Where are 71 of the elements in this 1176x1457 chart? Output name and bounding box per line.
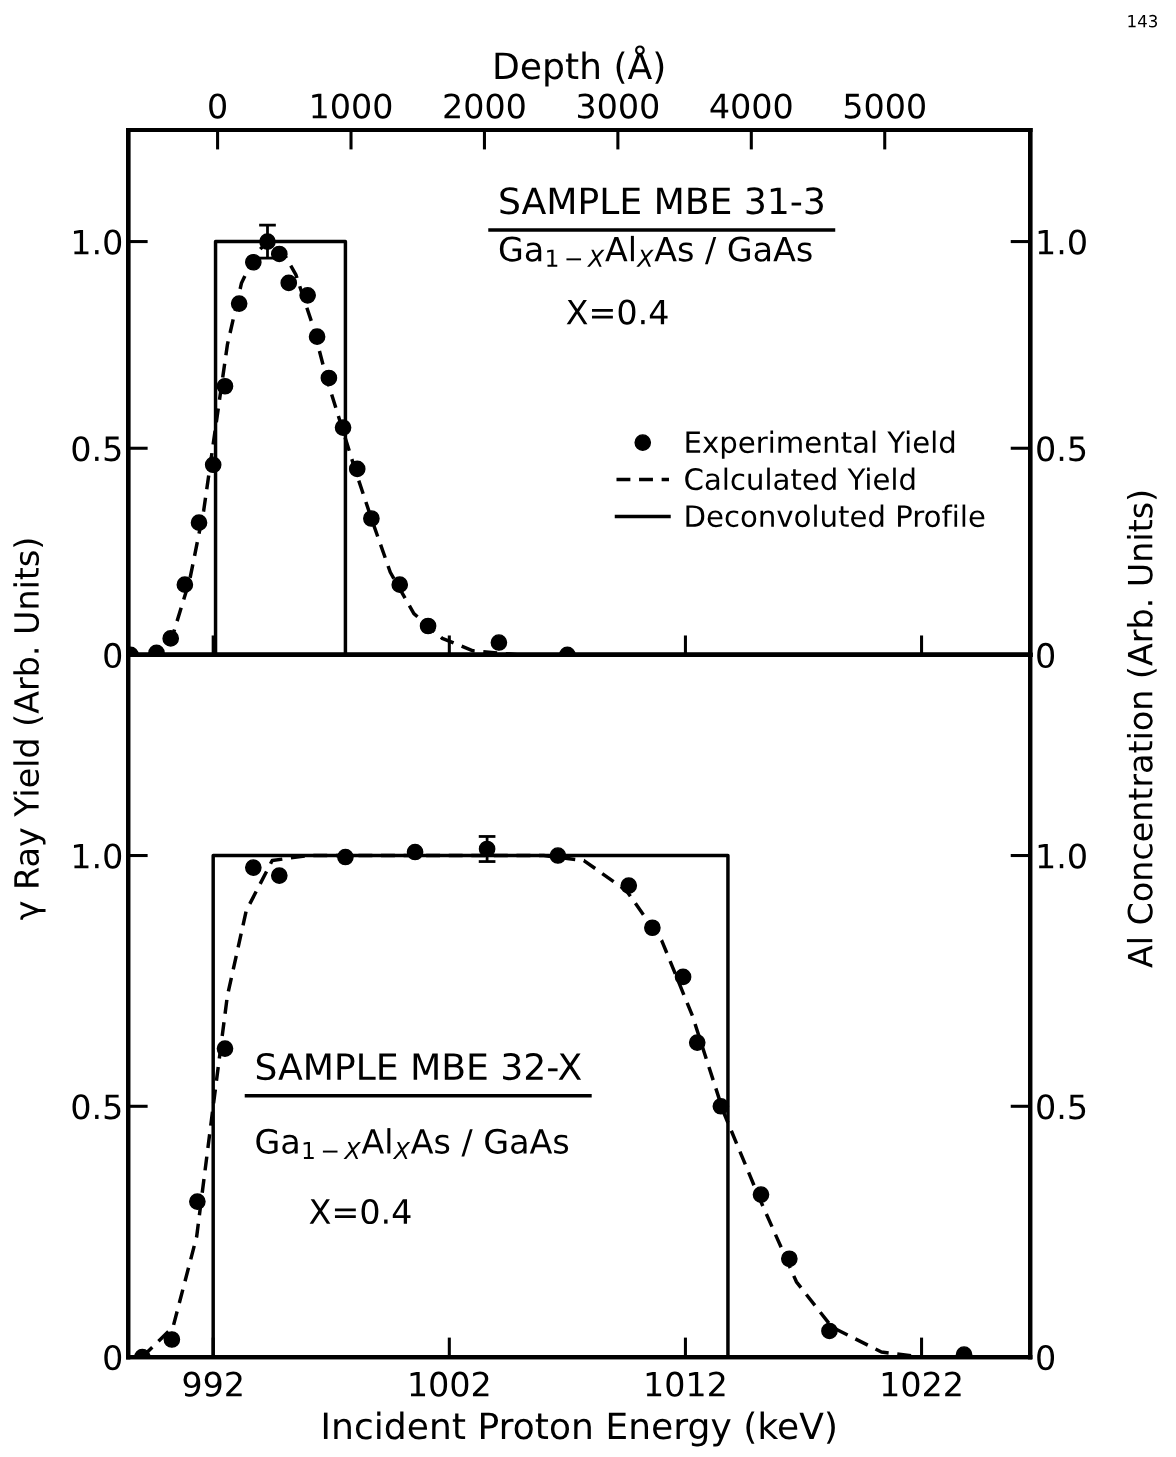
y-tick-label: 1.0 [73,229,122,255]
point [176,576,194,593]
point [190,514,208,531]
annotation: X=0.4 [309,1198,411,1225]
point [216,377,234,395]
point [348,460,366,478]
point [406,843,424,861]
y2-tick-label: 0 [1037,642,1055,669]
text: 143 [1128,14,1158,28]
point [620,877,638,894]
point [299,286,316,304]
point [163,1331,181,1348]
point [644,919,661,937]
point [334,419,352,436]
point [752,1186,770,1203]
y2-axis-title: Al Concentration (Arb. Units) [1126,491,1157,968]
point [320,369,338,387]
y-tick-label: 0 [104,642,122,669]
annotation: X=0.4 [566,299,668,325]
point [244,859,262,876]
x-axis-title: Incident Proton Energy (keV) [323,1411,835,1447]
point [419,617,437,635]
y2-tick-label: 1.0 [1038,843,1086,869]
point [230,295,248,312]
point [549,847,567,864]
y-tick-label: 0.5 [72,1094,121,1120]
x2-tick-label: 2000 [444,93,525,119]
point [259,233,276,250]
x2-tick-label: 1000 [312,93,392,119]
legend-label: Experimental Yield [686,430,955,459]
point [821,1322,838,1340]
point [189,1193,206,1210]
annotation: SAMPLE MBE 31-3 [500,187,823,215]
y2-tick-label: 0 [1037,1344,1055,1371]
point [490,634,508,651]
point [216,1040,234,1057]
point [270,245,288,263]
point [674,968,692,986]
point [337,848,354,866]
annotation: Ga$_{1−X}$Al$_{X}$As / GaAs [499,235,812,267]
x2-tick-label: 0 [209,93,226,119]
point [391,576,409,593]
legend-label: Calculated Yield [685,467,915,491]
point [204,456,222,474]
legend-label: Deconvoluted Profile [686,504,985,528]
point [712,1097,730,1115]
y-tick-label: 0.5 [72,436,121,462]
y2-tick-label: 1.0 [1038,229,1086,255]
point [780,1250,798,1268]
point [688,1034,706,1051]
x-tick-label: 1012 [646,1371,725,1397]
x2-tick-label: 4000 [710,93,792,119]
x2-tick-label: 5000 [844,93,925,119]
x2-axis-title: Depth (Å) [495,45,664,87]
y-tick-label: 0 [104,1344,122,1371]
x-tick-label: 1022 [882,1371,961,1397]
point [363,510,380,527]
x-tick-label: 992 [183,1371,242,1397]
x2-tick-label: 3000 [578,93,659,119]
point [162,630,180,647]
annotation: SAMPLE MBE 32-X [256,1052,582,1081]
y-axis-title: γ Ray Yield (Arb. Units) [13,539,46,920]
annotation: Ga$_{1−X}$Al$_{X}$As / GaAs [256,1128,569,1159]
y2-tick-label: 0.5 [1037,436,1086,462]
y-tick-label: 1.0 [73,843,122,869]
point [244,253,262,271]
y2-tick-label: 0.5 [1037,1094,1086,1120]
point [308,328,326,345]
point [270,867,288,884]
point [280,274,298,292]
x-tick-label: 1002 [410,1371,489,1397]
